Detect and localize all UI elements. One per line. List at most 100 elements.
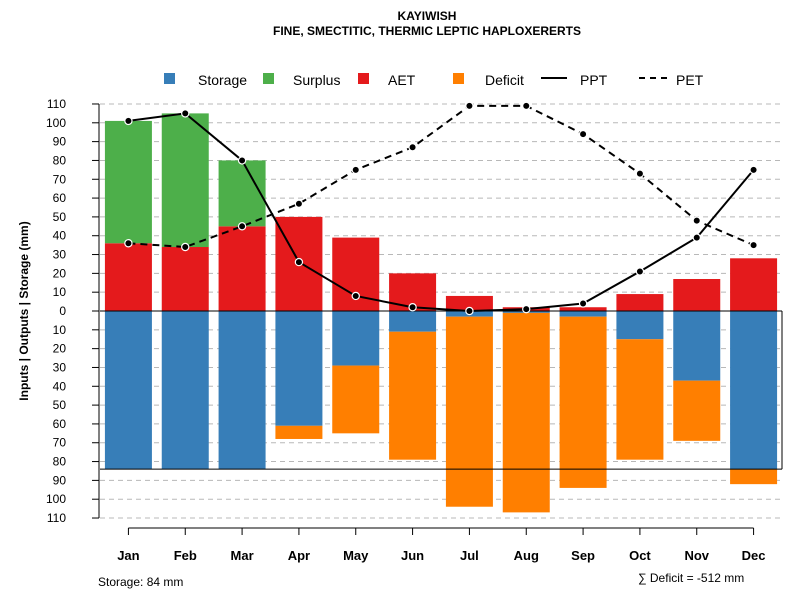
reference-lines <box>100 310 783 470</box>
x-tick-label: Feb <box>174 548 197 563</box>
pet-point <box>294 199 304 208</box>
x-tick-label: Apr <box>288 548 310 563</box>
surplus-bar <box>161 113 209 248</box>
pet-point <box>578 129 588 139</box>
pet-line <box>128 104 754 249</box>
storage-bar <box>730 311 778 470</box>
pet-point <box>351 165 360 175</box>
legend-label-ppt: PPT <box>580 72 608 88</box>
pet-point <box>749 240 758 250</box>
pet-point <box>522 101 531 111</box>
deficit-bar <box>730 469 778 485</box>
ppt-point <box>522 304 531 314</box>
aet-bar <box>616 294 664 311</box>
aet-bar <box>161 247 209 311</box>
ppt-point <box>692 233 701 242</box>
pet-point <box>692 216 701 225</box>
deficit-bar <box>445 316 493 507</box>
y-tick-label: 100 <box>46 492 66 506</box>
storage-bar <box>559 311 607 317</box>
legend-label-storage: Storage <box>198 72 247 88</box>
y-tick-label: 100 <box>46 116 66 130</box>
x-tick-label: Jul <box>460 548 479 563</box>
y-tick-label: 60 <box>53 191 67 205</box>
x-tick-label: Aug <box>514 548 539 563</box>
deficit-bar <box>559 316 607 488</box>
x-tick-label: May <box>343 548 369 563</box>
ppt-point <box>351 291 360 301</box>
y-tick-label: 40 <box>53 379 67 393</box>
legend-label-surplus: Surplus <box>293 72 340 88</box>
ppt-point <box>124 116 133 126</box>
chart-subtitle: FINE, SMECTITIC, THERMIC LEPTIC HAPLOXER… <box>273 24 581 38</box>
legend-swatch-storage <box>164 73 175 84</box>
legend-label-pet: PET <box>676 72 704 88</box>
y-tick-label: 20 <box>53 266 67 280</box>
ppt-point <box>294 257 304 267</box>
pet-point <box>237 222 247 231</box>
pet-point <box>635 169 645 178</box>
ppt-point <box>181 109 190 118</box>
y-tick-label: 90 <box>53 135 67 149</box>
series-lines <box>124 101 758 316</box>
storage-bar <box>332 311 380 366</box>
y-tick-label: 70 <box>53 172 67 186</box>
x-axis: Jan Feb Mar Apr May Jun Jul Aug Sep Oct Nov Dec <box>117 527 766 563</box>
aet-bar <box>218 226 266 311</box>
y-tick-label: 20 <box>53 342 67 356</box>
y-tick-label: 40 <box>53 229 67 243</box>
aet-bar <box>730 258 778 311</box>
ppt-line <box>128 112 755 313</box>
ppt-point <box>465 306 474 316</box>
aet-bar <box>559 307 607 311</box>
ppt-point <box>578 299 588 308</box>
y-tick-label: 80 <box>53 153 67 167</box>
storage-bar <box>616 311 664 340</box>
y-tick-label: 10 <box>53 323 67 337</box>
surplus-bar <box>218 160 266 227</box>
aet-bar <box>445 295 493 311</box>
storage-bar <box>104 311 152 470</box>
storage-note: Storage: 84 mm <box>98 575 183 589</box>
legend-swatch-surplus <box>263 73 274 84</box>
aet-bar <box>104 243 152 311</box>
x-tick-label: Dec <box>742 548 766 563</box>
y-tick-label: 50 <box>53 210 67 224</box>
surplus-bar <box>104 120 152 244</box>
pet-point <box>181 242 190 252</box>
y-tick-label: 110 <box>47 511 66 525</box>
chart-title: KAYIWISH <box>398 9 457 23</box>
storage-bar <box>389 311 437 332</box>
x-tick-label: Mar <box>231 548 254 563</box>
deficit-sum-note: ∑ Deficit = -512 mm <box>638 571 744 585</box>
y-tick-label: 70 <box>53 436 67 450</box>
pet-point <box>465 101 474 111</box>
deficit-bar <box>673 380 721 441</box>
pet-point <box>124 239 133 248</box>
x-tick-label: Sep <box>571 548 595 563</box>
y-tick-label: 10 <box>53 285 67 299</box>
x-tick-label: Nov <box>684 548 709 563</box>
y-tick-label: 80 <box>53 455 67 469</box>
deficit-bar <box>275 425 323 439</box>
legend-label-deficit: Deficit <box>485 72 524 88</box>
legend-swatch-deficit <box>453 73 464 84</box>
y-tick-label: 0 <box>59 304 66 318</box>
y-tick-label: 60 <box>53 417 67 431</box>
y-axis-label: Inputs | Outputs | Storage (mm) <box>17 221 31 400</box>
x-tick-label: Jan <box>117 548 139 563</box>
y-axis: 1101009080706050403020100102030405060708… <box>46 97 100 525</box>
y-tick-label: 30 <box>53 360 67 374</box>
deficit-bar <box>332 365 380 434</box>
legend: Storage Surplus AET Deficit PPT PET <box>164 72 704 88</box>
deficit-bar <box>502 312 550 513</box>
x-tick-label: Oct <box>629 548 651 563</box>
deficit-bar <box>389 331 437 460</box>
y-tick-label: 50 <box>53 398 67 412</box>
storage-bar <box>275 311 323 426</box>
legend-swatch-aet <box>358 73 369 84</box>
y-tick-label: 90 <box>53 473 67 487</box>
ppt-point <box>408 303 417 312</box>
legend-label-aet: AET <box>388 72 416 88</box>
x-tick-label: Jun <box>401 548 424 563</box>
